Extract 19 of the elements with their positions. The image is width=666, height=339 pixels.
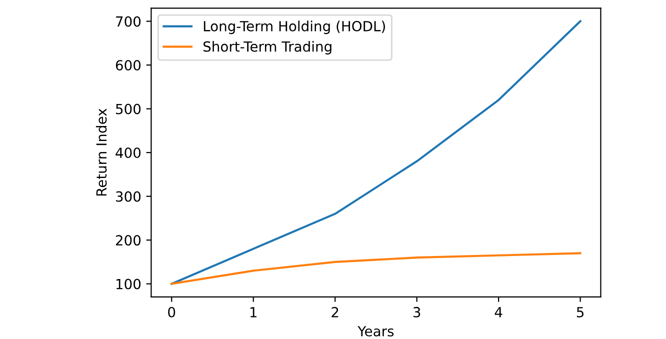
line-series bbox=[170, 20, 582, 285]
y-tick-label: 700 bbox=[116, 16, 141, 27]
x-axis-title: Years bbox=[358, 326, 394, 336]
legend-label: Short-Term Trading bbox=[203, 41, 332, 54]
y-tick-label: 400 bbox=[116, 148, 141, 158]
x-tick-label: 2 bbox=[332, 306, 338, 318]
line-series bbox=[170, 252, 582, 285]
y-tick-label: 500 bbox=[116, 104, 141, 114]
x-tick-label: 3 bbox=[413, 306, 420, 318]
legend-label: Long-Term Holding (HODL) bbox=[204, 20, 385, 34]
x-tick-label: 4 bbox=[494, 307, 502, 318]
x-tick-label: 0 bbox=[168, 306, 176, 318]
y-tick-label: 600 bbox=[116, 60, 141, 70]
x-tick-label: 5 bbox=[576, 307, 584, 318]
y-tick-label: 200 bbox=[116, 235, 141, 246]
y-axis-title: Return Index bbox=[96, 108, 107, 196]
y-tick-label: 300 bbox=[116, 191, 141, 202]
y-tick-label: 100 bbox=[116, 278, 141, 290]
x-tick-label: 1 bbox=[250, 307, 256, 318]
